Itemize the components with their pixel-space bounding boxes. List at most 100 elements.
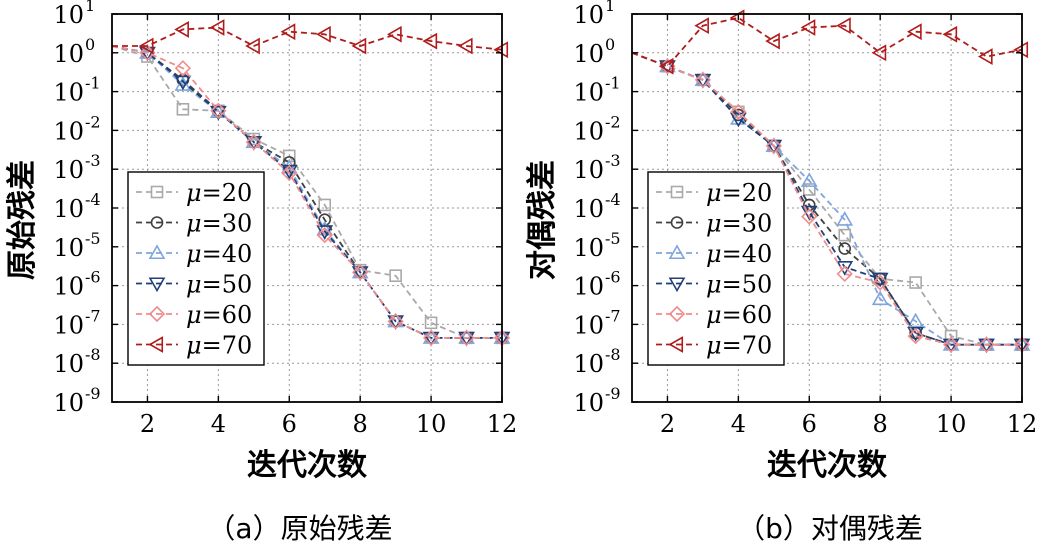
y-tick-exponent: -5 <box>85 229 101 248</box>
data-point <box>424 316 438 330</box>
y-tick-label: 10 -6 <box>573 268 620 301</box>
y-tick-label: 10 1 <box>573 0 615 29</box>
x-tick-label: 8 <box>353 410 368 438</box>
legend-item: μ=60 <box>656 301 772 329</box>
y-tick-base: 10 <box>573 40 604 68</box>
y-tick-label: 10 -8 <box>53 345 100 378</box>
y-tick-exponent: 0 <box>605 35 615 54</box>
data-point <box>139 46 156 62</box>
legend-marker <box>670 216 684 229</box>
y-tick-exponent: -2 <box>85 112 101 131</box>
figure-caption: （a）原始残差 <box>207 512 392 545</box>
y-tick-base: 10 <box>573 311 604 339</box>
legend-value: =60 <box>722 301 773 329</box>
legend-marker <box>148 336 164 353</box>
legend-symbol: μ <box>186 271 202 299</box>
legend-label: μ=70 <box>186 332 252 360</box>
y-tick-label: 10 -4 <box>573 190 620 223</box>
data-point <box>174 75 192 91</box>
y-tick-exponent: 1 <box>85 0 95 15</box>
y-tick-label: 10 -2 <box>573 112 620 145</box>
data-point <box>458 329 475 344</box>
legend-symbol: μ <box>706 240 722 268</box>
legend-marker <box>668 277 686 293</box>
y-tick-base: 10 <box>53 117 84 145</box>
data-point <box>318 213 332 226</box>
data-point <box>909 276 922 289</box>
y-tick-label: 10 -7 <box>573 306 620 339</box>
data-point <box>907 312 925 328</box>
y-tick-exponent: -4 <box>605 190 621 209</box>
y-tick-exponent: -8 <box>85 345 101 364</box>
y-tick-exponent: 0 <box>85 35 95 54</box>
data-point <box>351 37 367 55</box>
data-point <box>281 164 298 182</box>
data-point <box>174 21 189 38</box>
y-tick-label: 10 0 <box>573 35 615 68</box>
data-point <box>871 290 889 306</box>
x-tick-label: 12 <box>487 410 518 438</box>
y-tick-label: 10 1 <box>53 0 95 29</box>
data-point <box>765 137 783 152</box>
legend-item: μ=40 <box>136 240 252 268</box>
legend-label: μ=30 <box>186 210 252 238</box>
data-point <box>765 139 783 155</box>
data-point <box>977 48 993 65</box>
y-tick-base: 10 <box>573 156 604 184</box>
x-tick-label: 10 <box>936 410 967 438</box>
legend-label: μ=20 <box>706 179 772 207</box>
series-line <box>111 45 502 339</box>
data-point <box>422 32 438 50</box>
data-point <box>245 133 263 149</box>
y-tick-base: 10 <box>53 389 84 417</box>
data-point <box>800 19 816 36</box>
y-tick-base: 10 <box>573 389 604 417</box>
data-point <box>658 57 674 75</box>
figure-caption: （b）对偶残差 <box>737 512 923 545</box>
legend-label: μ=40 <box>706 240 772 268</box>
y-tick-label: 10 -1 <box>573 74 620 107</box>
data-point <box>907 326 925 342</box>
legend-marker <box>668 336 684 353</box>
y-axis-label: 原始残差 <box>5 160 40 280</box>
legend-item: μ=70 <box>656 332 772 360</box>
series-mu-60 <box>631 51 1031 353</box>
legend-symbol: μ <box>706 210 722 238</box>
legend-symbol: μ <box>186 301 202 329</box>
data-point <box>729 112 747 128</box>
legend-label: μ=70 <box>706 332 772 360</box>
y-axis-label: 对偶残差 <box>525 160 560 280</box>
data-point <box>765 32 780 50</box>
data-point <box>730 103 747 121</box>
y-tick-exponent: -1 <box>85 74 101 93</box>
y-tick-base: 10 <box>573 234 604 262</box>
data-point <box>458 331 475 347</box>
y-tick-exponent: -8 <box>605 345 621 364</box>
data-point <box>282 156 296 169</box>
data-point <box>316 25 331 43</box>
legend-marker <box>668 244 686 260</box>
legend-label: μ=60 <box>706 301 772 329</box>
x-tick-label: 4 <box>731 410 746 438</box>
data-point <box>457 37 473 55</box>
legend-label: μ=30 <box>706 210 772 238</box>
y-tick-exponent: -7 <box>85 306 101 325</box>
legend-item: μ=20 <box>136 179 252 207</box>
legend-marker <box>148 305 166 323</box>
legend-value: =50 <box>202 271 253 299</box>
legend-item: μ=70 <box>136 332 252 360</box>
data-point <box>280 23 296 41</box>
y-tick-base: 10 <box>53 311 84 339</box>
data-point <box>872 274 889 291</box>
legend: μ=20μ=30μ=40μ=50μ=60μ=70 <box>127 171 265 366</box>
y-tick-base: 10 <box>53 1 84 29</box>
data-point <box>694 71 712 89</box>
data-point <box>316 226 333 244</box>
data-point <box>138 37 154 55</box>
data-point <box>944 329 958 343</box>
legend-value: =20 <box>202 179 253 207</box>
x-tick-label: 12 <box>1007 410 1038 438</box>
legend: μ=20μ=30μ=40μ=50μ=60μ=70 <box>647 171 785 366</box>
